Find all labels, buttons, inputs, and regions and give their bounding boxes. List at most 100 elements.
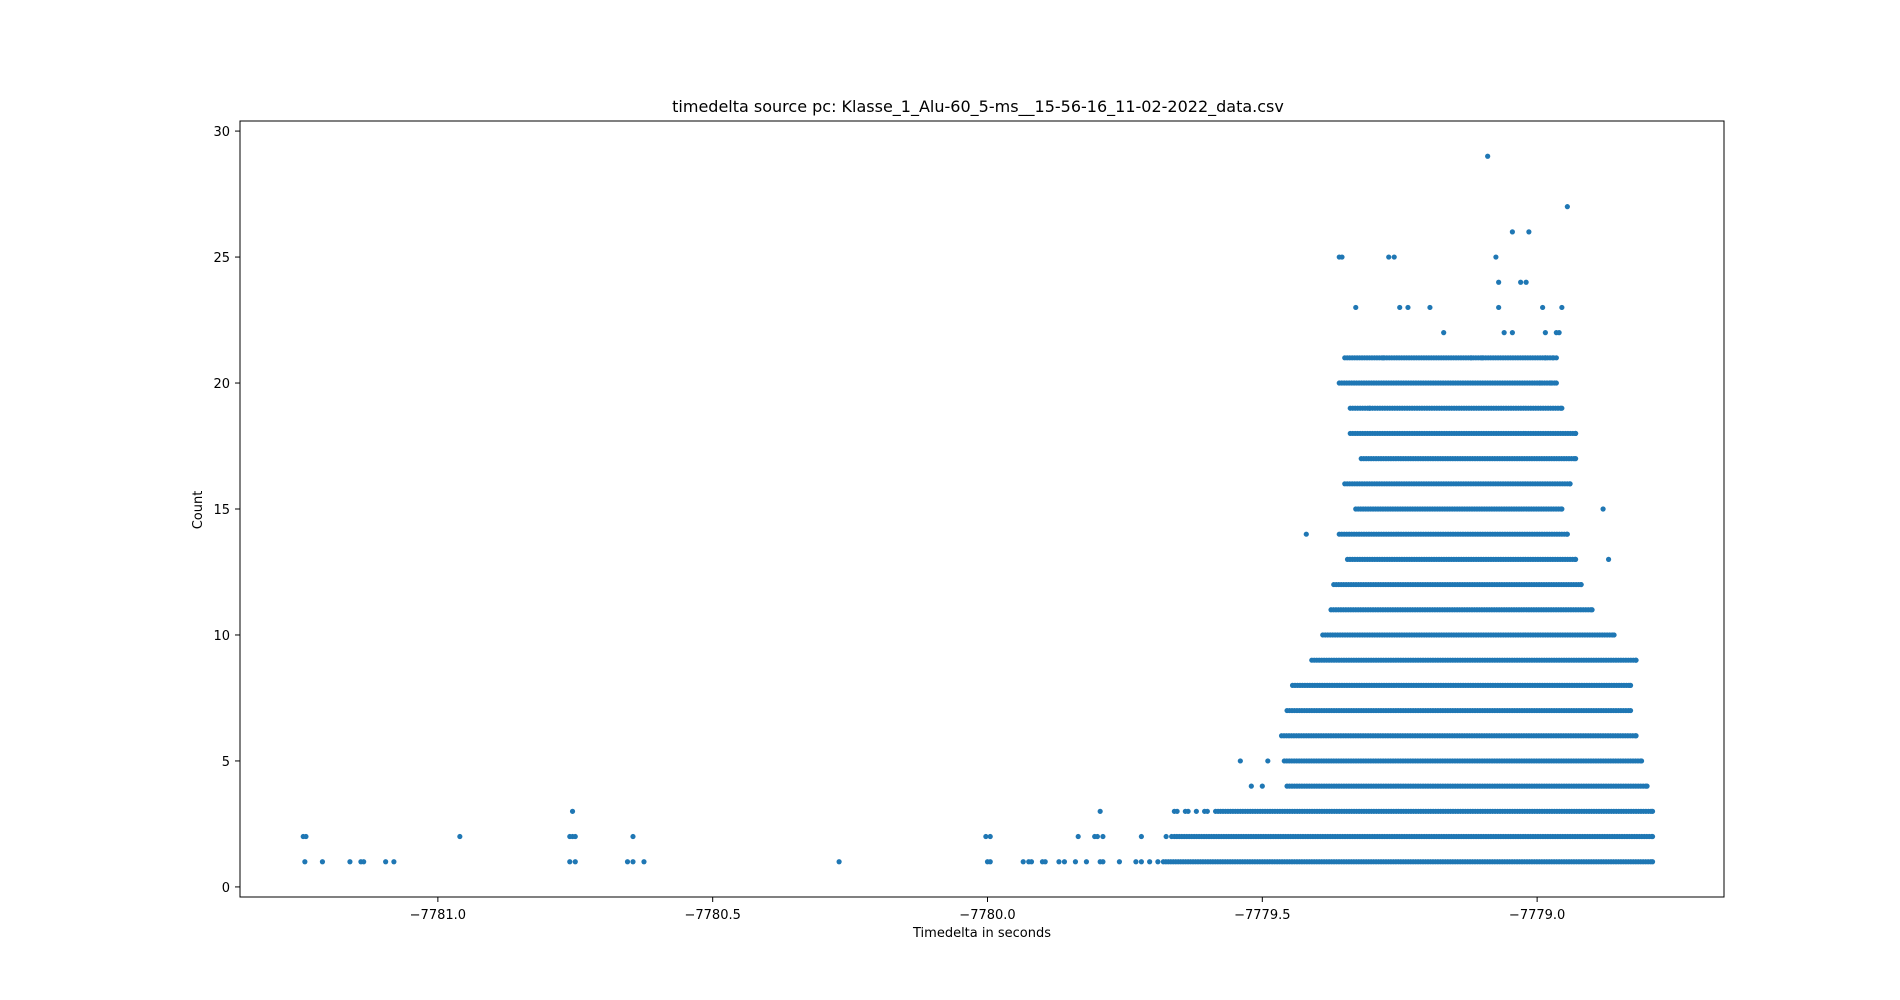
data-point — [983, 833, 989, 840]
data-point — [1649, 808, 1656, 814]
data-point — [1493, 254, 1499, 260]
chart-title: timedelta source pc: Klasse_1_Alu-60_5-m… — [672, 97, 1284, 117]
data-point — [1644, 783, 1650, 789]
data-point — [1542, 330, 1548, 336]
data-point — [1386, 254, 1392, 260]
data-point — [1611, 632, 1617, 638]
y-axis: 0 5 10 15 20 25 30 — [213, 125, 240, 896]
data-point — [391, 859, 397, 865]
data-point — [1496, 304, 1502, 311]
data-point — [1551, 355, 1557, 361]
data-point — [1116, 859, 1123, 865]
y-tick-label: 25 — [213, 251, 230, 266]
data-point — [1155, 859, 1161, 865]
data-point — [1559, 506, 1565, 512]
data-point — [347, 859, 353, 865]
data-point — [1564, 204, 1570, 210]
data-point — [1259, 783, 1265, 789]
data-point — [569, 808, 576, 814]
data-point — [1061, 859, 1068, 865]
data-point — [303, 833, 309, 840]
data-point — [1573, 430, 1579, 437]
x-tick-label: −7781.0 — [410, 908, 466, 923]
x-tick-label: −7780.0 — [959, 908, 1015, 923]
data-point — [624, 859, 631, 865]
data-point — [1075, 833, 1081, 840]
data-point — [1174, 808, 1180, 814]
data-point — [1540, 304, 1546, 311]
data-point — [1526, 229, 1532, 235]
data-point — [1649, 833, 1656, 840]
data-point — [1303, 531, 1309, 537]
data-point — [1427, 304, 1433, 311]
data-point — [567, 859, 573, 865]
data-point — [1097, 808, 1103, 814]
data-point — [1627, 707, 1634, 714]
data-point — [1100, 859, 1106, 865]
data-point — [1649, 859, 1656, 865]
data-point — [383, 859, 389, 865]
data-point — [1405, 304, 1411, 311]
data-point — [1559, 304, 1565, 311]
data-point — [1573, 556, 1579, 562]
x-axis: −7781.0 −7780.5 −7780.0 −7779.5 −7779.0 — [410, 897, 1565, 923]
data-point — [1265, 758, 1271, 764]
data-point — [1163, 833, 1169, 840]
data-point — [1133, 859, 1139, 865]
data-point — [1638, 758, 1645, 764]
data-point — [1509, 229, 1515, 235]
data-point — [361, 859, 367, 865]
data-point — [1578, 581, 1584, 588]
data-point — [1496, 279, 1502, 285]
data-point — [1147, 859, 1153, 865]
y-tick-label: 15 — [213, 503, 230, 518]
data-point — [1072, 859, 1079, 865]
data-point — [572, 833, 578, 840]
y-axis-label: Count — [191, 491, 206, 530]
x-tick-label: −7779.5 — [1234, 908, 1290, 923]
data-point — [630, 859, 636, 865]
data-point — [1556, 330, 1562, 336]
data-point — [1204, 808, 1210, 814]
data-point — [1589, 607, 1595, 613]
x-tick-label: −7780.5 — [684, 908, 740, 923]
data-point — [1573, 456, 1579, 462]
data-point — [836, 859, 842, 865]
data-point — [1600, 506, 1606, 512]
data-point — [1020, 859, 1026, 865]
data-point — [457, 833, 463, 840]
data-point — [1509, 330, 1515, 336]
data-point — [1094, 833, 1101, 840]
y-tick-label: 5 — [222, 755, 230, 770]
data-point — [1083, 859, 1090, 865]
data-point — [1353, 304, 1359, 311]
data-point — [1441, 330, 1447, 336]
data-point — [630, 833, 636, 840]
data-point — [1339, 254, 1345, 260]
x-tick-label: −7779.0 — [1509, 908, 1565, 923]
data-point — [1193, 808, 1199, 814]
data-point — [1397, 304, 1403, 311]
data-point — [1391, 254, 1397, 260]
data-point — [1633, 657, 1639, 663]
data-point — [1559, 405, 1565, 411]
data-points — [300, 153, 1656, 865]
x-axis-label: Timedelta in seconds — [912, 926, 1051, 941]
data-point — [1485, 153, 1491, 159]
data-point — [1627, 682, 1634, 688]
data-point — [302, 859, 308, 865]
data-point — [987, 833, 993, 840]
data-point — [1100, 833, 1106, 840]
y-tick-label: 10 — [213, 629, 230, 644]
y-tick-label: 20 — [213, 377, 230, 392]
data-point — [641, 859, 647, 865]
data-point — [987, 859, 993, 865]
data-point — [1185, 808, 1191, 814]
data-point — [572, 859, 578, 865]
data-point — [1138, 833, 1144, 840]
y-tick-label: 30 — [213, 125, 230, 140]
data-point — [1138, 859, 1144, 865]
data-point — [1567, 481, 1573, 487]
